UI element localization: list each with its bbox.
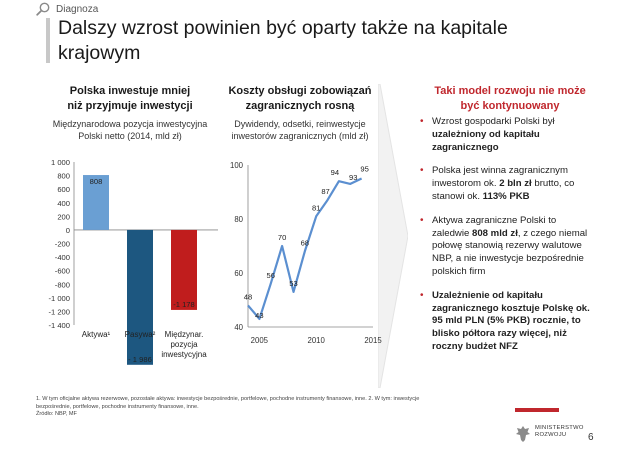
magnifier-icon — [36, 2, 50, 16]
data-point-label: 81 — [312, 203, 320, 212]
left-panel-subtitle-line1: Międzynarodowa pozycja inwestycyjna — [52, 119, 208, 129]
right-panel-title-line1: Taki model rozwoju nie może — [434, 85, 586, 97]
right-panel-title-line2: być kontynuowany — [460, 100, 560, 112]
y-tick-label: 400 — [57, 199, 70, 208]
data-point-label: 43 — [255, 311, 263, 320]
y-tick-label: 80 — [234, 215, 243, 224]
right-panel-title: Taki model rozwoju nie może być kontynuo… — [410, 84, 610, 114]
middle-panel-subtitle: Dywidendy, odsetki, reinwestycje inwesto… — [215, 118, 385, 142]
middle-panel-subtitle-line2: inwestorów zagranicznych (mld zł) — [231, 131, 369, 141]
bar-3 — [171, 229, 197, 310]
y-tick-label: -1 200 — [48, 307, 70, 316]
logo-flag-bar — [515, 408, 559, 412]
middle-panel-title-line2: zagranicznych rosną — [245, 100, 355, 112]
logo-line1: MINISTERSTWO — [535, 425, 584, 431]
middle-panel-title-line1: Koszty obsługi zobowiązań — [228, 85, 372, 97]
left-panel-subtitle-line2: Polski netto (2014, mld zł) — [78, 131, 182, 141]
ministry-logo-text: MINISTERSTWO ROZWOJU — [535, 425, 584, 439]
y-tick-label: 200 — [57, 212, 70, 221]
y-tick-label: -800 — [55, 280, 70, 289]
bullet-item-2: Polska jest winna zagranicznym inwestoro… — [420, 165, 595, 203]
x-tick-label: 2015 — [364, 336, 382, 345]
footnote-line1: 1. W tym oficjalne aktywa rezerwowe, poz… — [36, 396, 420, 402]
left-panel-title-line1: Polska inwestuje mniej — [69, 85, 191, 97]
eagle-emblem-icon — [516, 426, 530, 442]
y-tick-label: -1 000 — [48, 294, 70, 303]
bar-category-label: inwestycyjna — [161, 350, 207, 359]
logo-line2: ROZWOJU — [535, 432, 567, 438]
data-point-label: 56 — [267, 271, 275, 280]
bar-value-label: 808 — [90, 177, 103, 186]
page-title: Dalszy wzrost powinien być oparty także … — [58, 17, 508, 64]
data-point-label: 93 — [349, 173, 357, 182]
bar-category-label: pozycja — [170, 340, 198, 349]
data-point-label: 94 — [331, 168, 339, 177]
data-point-label: 95 — [360, 165, 368, 174]
bullet-item-3: Aktywa zagraniczne Polski to zaledwie 80… — [420, 215, 595, 279]
bullet-list: Wzrost gospodarki Polski był uzależniony… — [420, 116, 595, 365]
x-tick-label: 2005 — [251, 336, 269, 345]
left-panel-subtitle: Międzynarodowa pozycja inwestycyjna Pols… — [30, 118, 230, 142]
bar-category-label: Pasywa² — [125, 330, 156, 339]
y-tick-label: 1 000 — [51, 158, 70, 167]
series-line — [247, 177, 363, 320]
y-tick-label: -400 — [55, 253, 70, 262]
section-label: Diagnoza — [56, 4, 99, 15]
bar-category-label: Międzynar. — [165, 330, 204, 339]
bar-value-label: - 1 986 — [128, 355, 152, 364]
footnote-line2: bezpośrednie, portfelowe, pochodne instr… — [36, 403, 199, 410]
y-tick-label: 40 — [234, 323, 243, 332]
y-tick-label: 600 — [57, 185, 70, 194]
page-number: 6 — [588, 432, 594, 443]
data-point-label: 48 — [244, 292, 252, 301]
y-tick-label: 0 — [66, 226, 70, 235]
left-panel-title-line2: niż przyjmuje inwestycji — [67, 100, 193, 112]
x-tick-label: 2010 — [308, 336, 326, 345]
bar-1 — [83, 175, 109, 230]
y-tick-label: 100 — [230, 161, 244, 170]
footnote-source: Źródło: NBP, MF — [36, 411, 77, 417]
y-tick-label: 60 — [234, 269, 243, 278]
title-accent-bar — [46, 18, 50, 63]
data-point-label: 70 — [278, 233, 286, 242]
data-point-label: 68 — [301, 238, 309, 247]
y-tick-label: 800 — [57, 172, 70, 181]
footnote: 1. W tym oficjalne aktywa rezerwowe, poz… — [36, 396, 496, 419]
left-panel-title: Polska inwestuje mniej niż przyjmuje inw… — [40, 84, 220, 114]
investment-position-bar-chart: 1 000 800 600 400 200 0 -200 -400 -600 -800 -1 000… — [48, 158, 218, 365]
bar-value-label: -1 178 — [173, 300, 195, 309]
middle-panel-subtitle-line1: Dywidendy, odsetki, reinwestycje — [234, 119, 366, 129]
data-point-label: 53 — [289, 279, 297, 288]
data-point-label: 87 — [321, 187, 329, 196]
bullet-item-4: Uzależnienie od kapitału zagranicznego k… — [420, 290, 595, 354]
bar-2 — [127, 229, 153, 365]
middle-panel-title: Koszty obsługi zobowiązań zagranicznych … — [215, 84, 385, 114]
bullet-item-1: Wzrost gospodarki Polski był uzależniony… — [420, 116, 595, 154]
y-tick-label: -200 — [55, 240, 70, 249]
bar-category-label: Aktywa¹ — [82, 330, 111, 339]
y-tick-label: -1 400 — [48, 321, 70, 330]
y-tick-label: -600 — [55, 267, 70, 276]
chevron-arrow-icon — [378, 84, 408, 388]
